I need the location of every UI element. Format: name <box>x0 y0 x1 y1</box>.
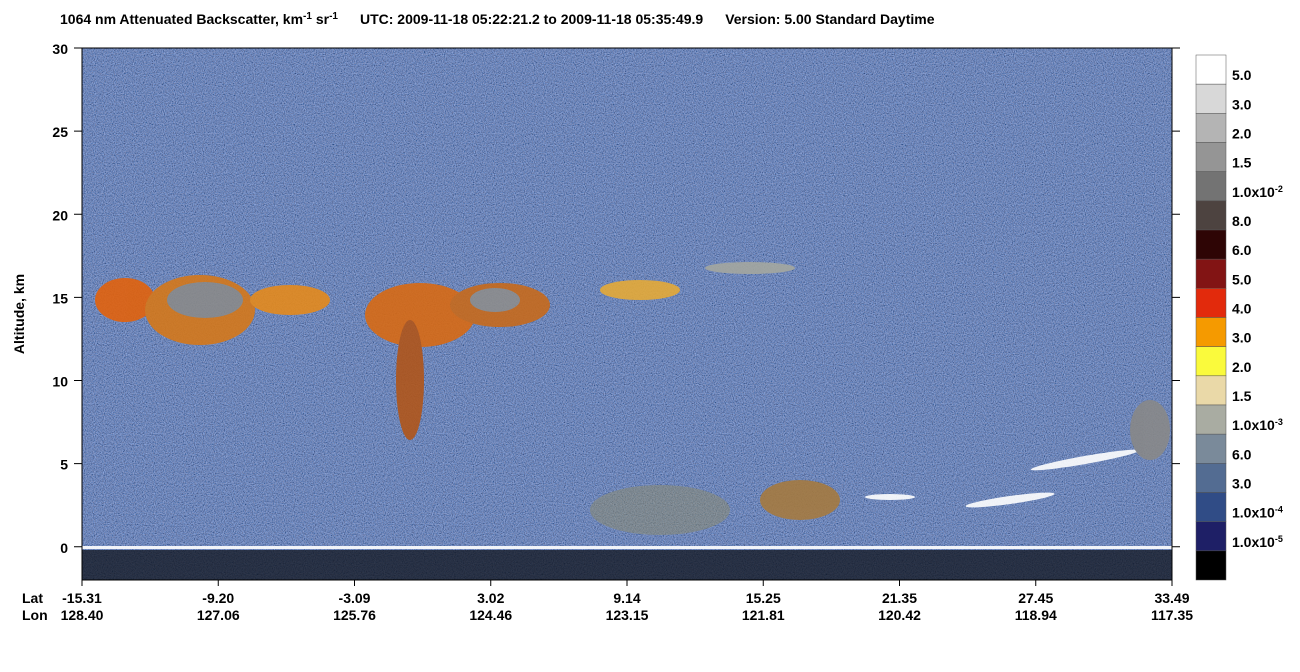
colorbar-label-text: 6.0 <box>1232 446 1252 462</box>
colorbar-swatch <box>1195 346 1227 377</box>
colorbar-label-exp: -3 <box>1275 417 1283 427</box>
colorbar-label-text: 3.0 <box>1232 330 1252 346</box>
title-part: -1 <box>329 11 338 22</box>
colorbar-label-text: 5.0 <box>1232 271 1252 287</box>
x-tick-label: 127.06 <box>197 607 240 623</box>
colorbar-label: 6.0 <box>1232 446 1252 462</box>
x-tick-label: -3.09 <box>339 590 371 606</box>
colorbar-label: 1.0x10-3 <box>1232 417 1283 433</box>
colorbar-label-text: 1.0x10 <box>1232 534 1275 550</box>
x-tick-label: 15.25 <box>746 590 781 606</box>
y-tick-label: 15 <box>52 290 68 306</box>
colorbar-label: 4.0 <box>1232 301 1252 317</box>
colorbar-label-text: 8.0 <box>1232 213 1252 229</box>
x-tick-label: -9.20 <box>202 590 234 606</box>
colorbar-label: 1.0x10-4 <box>1232 505 1283 521</box>
colorbar-label: 1.0x10-2 <box>1232 184 1283 200</box>
colorbar-swatch <box>1195 521 1227 552</box>
x-tick-label: 118.94 <box>1015 607 1057 623</box>
y-tick-label: 10 <box>52 374 68 390</box>
x-row-name: Lon <box>22 607 48 623</box>
x-tick-label: 128.40 <box>61 607 104 623</box>
x-tick-label: -15.31 <box>62 590 102 606</box>
colorbar-swatch <box>1195 229 1227 260</box>
colorbar-swatch <box>1195 375 1227 406</box>
colorbar-label: 8.0 <box>1232 213 1252 229</box>
colorbar-label: 5.0 <box>1232 67 1252 83</box>
x-tick-label: 21.35 <box>882 590 917 606</box>
y-tick-label: 0 <box>60 540 68 556</box>
colorbar-label-text: 1.5 <box>1232 155 1252 171</box>
colorbar-label-text: 2.0 <box>1232 359 1252 375</box>
x-tick-label: 120.42 <box>878 607 921 623</box>
title-part: -1 <box>303 11 312 22</box>
colorbar-swatch <box>1195 550 1227 581</box>
colorbar-label-exp: -5 <box>1275 534 1283 544</box>
colorbar-label: 2.0 <box>1232 126 1252 142</box>
title-part: 1064 nm Attenuated Backscatter, km <box>60 11 303 27</box>
x-tick-label: 3.02 <box>477 590 504 606</box>
colorbar-label-text: 1.0x10 <box>1232 505 1275 521</box>
colorbar-swatch <box>1195 83 1227 114</box>
colorbar-label-exp: -2 <box>1275 184 1283 194</box>
colorbar-label-text: 1.0x10 <box>1232 184 1275 200</box>
colorbar-swatch <box>1195 433 1227 464</box>
colorbar-label-text: 4.0 <box>1232 301 1252 317</box>
x-tick-label: 124.46 <box>469 607 512 623</box>
y-tick-label: 20 <box>52 207 68 223</box>
y-tick-label: 5 <box>60 457 68 473</box>
colorbar-label-exp: -4 <box>1275 505 1283 515</box>
colorbar-label: 3.0 <box>1232 330 1252 346</box>
colorbar-label-text: 3.0 <box>1232 96 1252 112</box>
colorbar-label-text: 5.0 <box>1232 67 1252 83</box>
colorbar-label: 6.0 <box>1232 242 1252 258</box>
colorbar-label-text: 1.0x10 <box>1232 417 1275 433</box>
colorbar-swatch <box>1195 258 1227 289</box>
colorbar-swatch <box>1195 54 1227 85</box>
x-row-name: Lat <box>22 590 43 606</box>
title-version: Version: 5.00 Standard Daytime <box>725 11 935 27</box>
colorbar-swatch <box>1195 404 1227 435</box>
title-part: sr <box>312 11 330 27</box>
y-axis-label: Altitude, km <box>11 274 27 354</box>
colorbar-label-text: 1.5 <box>1232 388 1252 404</box>
colorbar-swatch <box>1195 113 1227 143</box>
colorbar-swatch <box>1195 492 1227 522</box>
title-time: UTC: 2009-11-18 05:22:21.2 to 2009-11-18… <box>360 11 703 27</box>
colorbar-label: 3.0 <box>1232 96 1252 112</box>
colorbar-label: 2.0 <box>1232 359 1252 375</box>
colorbar-swatch <box>1195 142 1227 172</box>
chart-title: 1064 nm Attenuated Backscatter, km-1 sr-… <box>60 11 935 28</box>
x-tick-label: 27.45 <box>1018 590 1053 606</box>
colorbar-label: 3.0 <box>1232 476 1252 492</box>
x-tick-label: 33.49 <box>1154 590 1189 606</box>
x-tick-label: 9.14 <box>613 590 640 606</box>
colorbar-label: 1.0x10-5 <box>1232 534 1283 550</box>
colorbar-label-text: 3.0 <box>1232 476 1252 492</box>
colorbar-label: 1.5 <box>1232 388 1252 404</box>
colorbar-swatch <box>1195 317 1227 347</box>
colorbar-label: 1.5 <box>1232 155 1252 171</box>
x-tick-label: 125.76 <box>333 607 376 623</box>
colorbar-swatch <box>1195 171 1227 202</box>
x-tick-label: 117.35 <box>1151 607 1193 623</box>
backscatter-image <box>82 48 1172 580</box>
colorbar-swatch <box>1195 463 1227 493</box>
colorbar-label: 5.0 <box>1232 271 1252 287</box>
y-tick-label: 30 <box>52 41 68 57</box>
colorbar-label-text: 6.0 <box>1232 242 1252 258</box>
x-tick-label: 123.15 <box>606 607 649 623</box>
y-tick-label: 25 <box>52 124 68 140</box>
colorbar-swatch <box>1195 288 1227 318</box>
colorbar-label-text: 2.0 <box>1232 126 1252 142</box>
x-tick-label: 121.81 <box>742 607 785 623</box>
colorbar-swatch <box>1195 200 1227 231</box>
